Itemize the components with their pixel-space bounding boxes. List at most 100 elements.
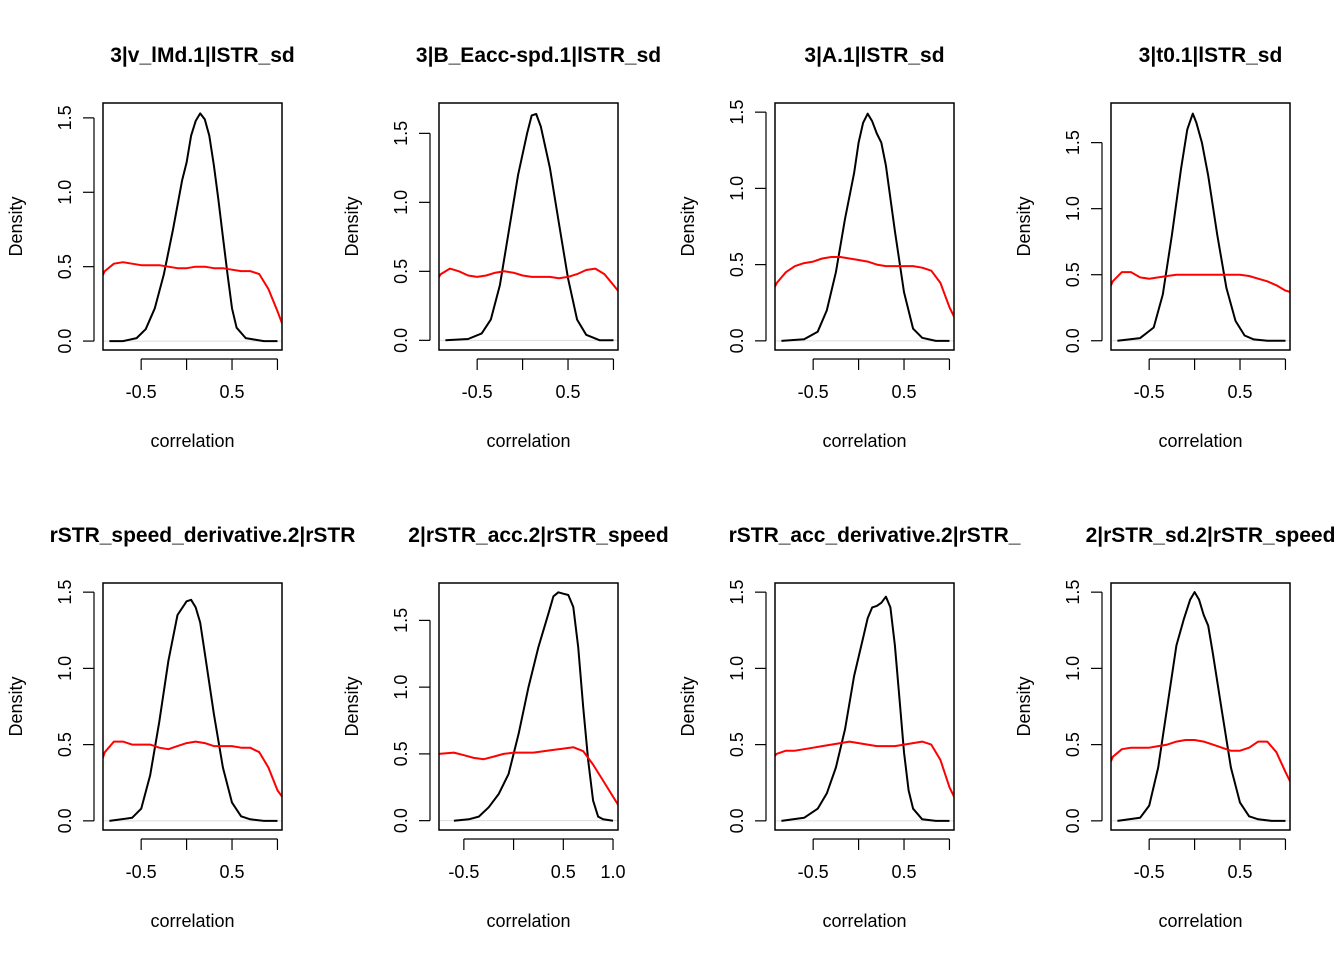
series-prior-line bbox=[439, 746, 618, 806]
y-tick-label: 0.0 bbox=[391, 808, 411, 833]
x-tick-label: -0.5 bbox=[448, 862, 479, 882]
panel-title: 2|rSTR_acc.2|rSTR_speed bbox=[408, 524, 668, 547]
y-tick-label: 0.0 bbox=[727, 808, 747, 833]
plot-frame bbox=[102, 582, 283, 831]
series-prior-line bbox=[775, 740, 954, 797]
y-tick-label: 1.5 bbox=[55, 105, 75, 130]
y-tick-label: 0.0 bbox=[727, 328, 747, 353]
y-tick-label: 1.0 bbox=[391, 675, 411, 700]
y-tick-label: 0.5 bbox=[391, 259, 411, 284]
x-tick-label: 0.5 bbox=[1228, 382, 1253, 402]
series-prior-line bbox=[1111, 271, 1290, 293]
x-axis-label: correlation bbox=[486, 911, 570, 931]
panel-title: 3|v_lMd.1|lSTR_sd bbox=[110, 44, 294, 67]
panel-1: 3|v_lMd.1|lSTR_sd -0.5 0.5 0.0 0.5 1.0 1.5 corr… bbox=[6, 44, 295, 451]
y-tick-label: 1.0 bbox=[55, 656, 75, 681]
x-tick-label: -0.5 bbox=[126, 862, 157, 882]
y-tick-label: 1.0 bbox=[1063, 196, 1083, 221]
panel-6: 2|rSTR_acc.2|rSTR_speed -0.5 0.5 1.0 0.0 0.5 1… bbox=[342, 524, 669, 931]
series-prior-line bbox=[103, 740, 282, 798]
y-tick-label: 0.5 bbox=[391, 741, 411, 766]
panel-title: rSTR_speed_derivative.2|rSTR bbox=[50, 524, 356, 547]
y-tick-label: 0.0 bbox=[55, 808, 75, 833]
plot-frame bbox=[1110, 102, 1291, 351]
series-posterior-line bbox=[445, 113, 614, 342]
y-tick-label: 1.5 bbox=[727, 100, 747, 125]
plot-frame bbox=[774, 582, 955, 831]
x-tick-label: 0.5 bbox=[892, 382, 917, 402]
plot-frame bbox=[1110, 582, 1291, 831]
x-tick-label: 0.5 bbox=[892, 862, 917, 882]
y-tick-label: 1.5 bbox=[1063, 130, 1083, 155]
series-prior-line bbox=[775, 256, 954, 317]
series-posterior-line bbox=[453, 591, 614, 822]
y-axis-label: Density bbox=[6, 196, 26, 256]
y-tick-label: 0.0 bbox=[55, 329, 75, 354]
plot-frame bbox=[102, 102, 283, 351]
panel-7: rSTR_acc_derivative.2|rSTR_ -0.5 0.5 0.0 0.5… bbox=[678, 524, 1021, 931]
panel-5: rSTR_speed_derivative.2|rSTR -0.5 0.5 0.0 0.… bbox=[6, 524, 355, 931]
panel-title: rSTR_acc_derivative.2|rSTR_ bbox=[729, 524, 1021, 547]
y-tick-label: 0.0 bbox=[391, 328, 411, 353]
panel-4: 3|t0.1|lSTR_sd -0.5 0.5 0.0 0.5 1.0 1.5 correla… bbox=[1014, 44, 1291, 451]
x-axis-label: correlation bbox=[150, 911, 234, 931]
series-posterior-line bbox=[109, 598, 278, 822]
y-axis-label: Density bbox=[1014, 676, 1034, 736]
x-tick-label: 0.5 bbox=[1228, 862, 1253, 882]
x-tick-label: -0.5 bbox=[1134, 862, 1165, 882]
y-tick-label: 1.5 bbox=[391, 608, 411, 633]
x-tick-label: 0.5 bbox=[556, 382, 581, 402]
y-axis-label: Density bbox=[342, 676, 362, 736]
y-axis-label: Density bbox=[678, 676, 698, 736]
y-axis-label: Density bbox=[678, 196, 698, 256]
y-tick-label: 0.5 bbox=[727, 732, 747, 757]
y-tick-label: 0.0 bbox=[1063, 328, 1083, 353]
y-tick-label: 1.0 bbox=[391, 190, 411, 215]
plot-frame bbox=[438, 582, 619, 831]
x-tick-label: -0.5 bbox=[798, 862, 829, 882]
series-prior-line bbox=[439, 267, 618, 292]
panel-2: 3|B_Eacc-spd.1|lSTR_sd -0.5 0.5 0.0 0.5 1.0 1.… bbox=[342, 44, 661, 451]
panel-8: 2|rSTR_sd.2|rSTR_speed -0.5 0.5 0.0 0.5 1.0 1.… bbox=[1014, 524, 1335, 931]
series-posterior-line bbox=[781, 595, 950, 822]
x-axis-label: correlation bbox=[822, 431, 906, 451]
x-axis-label: correlation bbox=[1158, 911, 1242, 931]
x-tick-label: 0.5 bbox=[551, 862, 576, 882]
x-axis-label: correlation bbox=[486, 431, 570, 451]
x-axis-label: correlation bbox=[822, 911, 906, 931]
x-tick-label: 0.5 bbox=[220, 382, 245, 402]
x-tick-label: 1.0 bbox=[601, 862, 626, 882]
y-tick-label: 1.0 bbox=[727, 656, 747, 681]
x-tick-label: -0.5 bbox=[462, 382, 493, 402]
series-prior-line bbox=[1111, 739, 1290, 782]
y-tick-label: 0.5 bbox=[55, 732, 75, 757]
x-axis-label: correlation bbox=[1158, 431, 1242, 451]
x-tick-label: -0.5 bbox=[126, 382, 157, 402]
x-tick-label: -0.5 bbox=[1134, 382, 1165, 402]
y-tick-label: 1.5 bbox=[391, 121, 411, 146]
y-tick-label: 1.0 bbox=[727, 176, 747, 201]
y-axis-label: Density bbox=[6, 676, 26, 736]
y-axis-label: Density bbox=[342, 196, 362, 256]
series-posterior-line bbox=[1117, 591, 1286, 822]
x-tick-label: 0.5 bbox=[220, 862, 245, 882]
y-tick-label: 0.5 bbox=[1063, 262, 1083, 287]
y-tick-label: 1.0 bbox=[1063, 656, 1083, 681]
series-posterior-line bbox=[1117, 112, 1286, 342]
panel-3: 3|A.1|lSTR_sd -0.5 0.5 0.0 0.5 1.0 1.5 correlat… bbox=[678, 44, 955, 451]
plot-frame bbox=[438, 102, 619, 351]
y-tick-label: 0.5 bbox=[55, 254, 75, 279]
y-tick-label: 0.5 bbox=[727, 252, 747, 277]
y-tick-label: 0.0 bbox=[1063, 808, 1083, 833]
panel-title: 3|B_Eacc-spd.1|lSTR_sd bbox=[416, 44, 661, 67]
y-tick-label: 1.5 bbox=[727, 580, 747, 605]
y-tick-label: 1.5 bbox=[1063, 580, 1083, 605]
x-tick-label: -0.5 bbox=[798, 382, 829, 402]
series-posterior-line bbox=[109, 112, 278, 343]
panel-title: 3|t0.1|lSTR_sd bbox=[1139, 44, 1283, 67]
y-tick-label: 1.5 bbox=[55, 580, 75, 605]
x-axis-label: correlation bbox=[150, 431, 234, 451]
series-posterior-line bbox=[781, 112, 950, 342]
y-tick-label: 1.0 bbox=[55, 180, 75, 205]
